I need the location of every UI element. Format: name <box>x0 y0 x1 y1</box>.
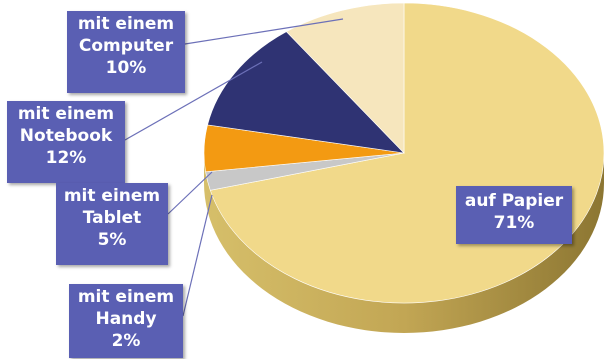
label-notebook-line2: Notebook <box>19 126 113 146</box>
leader-line-notebook <box>124 61 263 141</box>
leader-line-tablet <box>167 171 213 215</box>
label-papier-line1: auf Papier <box>464 191 564 211</box>
pie-slice-mit-einem-computer <box>285 2 405 154</box>
label-handy-line2: Handy <box>95 309 157 329</box>
label-computer-line1: mit einem <box>77 14 175 34</box>
leader-line-handy <box>182 194 213 317</box>
label-handy-line1: mit einem <box>77 287 175 307</box>
label-tablet: mit einem Tablet 5% <box>56 183 168 265</box>
label-handy: mit einem Handy 2% <box>69 284 183 358</box>
pie-side-wall <box>204 153 604 333</box>
label-papier: auf Papier 71% <box>456 186 572 244</box>
label-computer: mit einem Computer 10% <box>67 11 185 93</box>
label-tablet-line2: Tablet <box>82 208 142 228</box>
leader-lines <box>124 18 344 317</box>
label-papier-value: 71% <box>493 213 535 233</box>
label-handy-value: 2% <box>111 331 141 351</box>
pie-slices <box>203 2 605 304</box>
label-notebook-line1: mit einem <box>17 104 115 124</box>
label-notebook-value: 12% <box>45 148 87 168</box>
leader-line-computer <box>184 18 344 45</box>
label-computer-value: 10% <box>105 58 147 78</box>
pie-slice-mit-einem-notebook <box>207 31 405 154</box>
label-tablet-line1: mit einem <box>63 186 161 206</box>
label-notebook: mit einem Notebook 12% <box>7 101 125 183</box>
pie-depth <box>204 153 604 333</box>
label-tablet-value: 5% <box>97 230 127 250</box>
label-computer-line2: Computer <box>78 36 174 56</box>
